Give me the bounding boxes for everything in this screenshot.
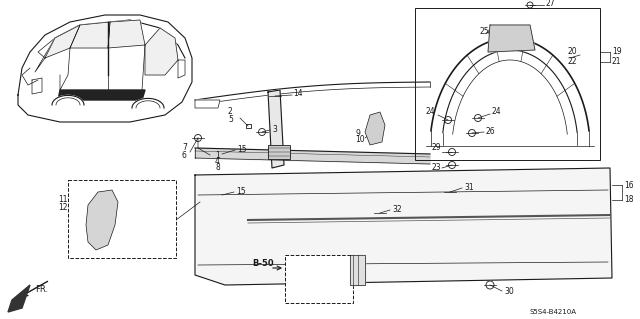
Polygon shape (132, 98, 164, 108)
Text: 8: 8 (215, 164, 220, 173)
Text: 14: 14 (293, 90, 303, 99)
Polygon shape (365, 112, 385, 145)
Text: 26: 26 (486, 127, 495, 136)
Polygon shape (195, 168, 612, 285)
Text: 30: 30 (504, 286, 514, 295)
Text: 2: 2 (228, 108, 233, 116)
Text: 7: 7 (182, 144, 187, 152)
Polygon shape (70, 22, 110, 48)
Polygon shape (45, 25, 80, 58)
Text: 21: 21 (612, 57, 621, 66)
Text: 23: 23 (432, 164, 442, 173)
Bar (218, 191, 226, 198)
Polygon shape (108, 20, 145, 48)
Text: FR.: FR. (35, 285, 48, 293)
Text: 10: 10 (355, 136, 365, 145)
Text: 11: 11 (58, 196, 67, 204)
Text: 27: 27 (546, 0, 556, 9)
Text: 32: 32 (392, 204, 402, 213)
Bar (218, 151, 226, 158)
Polygon shape (350, 255, 365, 285)
Polygon shape (18, 15, 192, 122)
Text: 12: 12 (58, 204, 67, 212)
Text: 13: 13 (83, 189, 93, 198)
Text: 18: 18 (624, 196, 634, 204)
Text: 24: 24 (426, 108, 436, 116)
Bar (246, 124, 250, 128)
Bar (415, 8, 600, 160)
Text: S5S4-B4210A: S5S4-B4210A (530, 309, 577, 315)
Text: 9: 9 (355, 129, 360, 137)
Polygon shape (58, 90, 145, 100)
Polygon shape (195, 100, 220, 108)
Bar (285, 255, 353, 303)
Text: 24: 24 (492, 108, 502, 116)
Text: 19: 19 (612, 48, 621, 56)
Text: 20: 20 (568, 48, 578, 56)
Polygon shape (488, 25, 535, 52)
Polygon shape (86, 190, 118, 250)
Polygon shape (52, 95, 84, 105)
Text: 15: 15 (237, 145, 246, 153)
Text: 6: 6 (182, 151, 187, 160)
Text: B-50: B-50 (252, 259, 274, 269)
Text: 3: 3 (272, 124, 277, 133)
Text: 22: 22 (568, 57, 577, 66)
Text: 25: 25 (480, 27, 490, 36)
Text: 4: 4 (215, 158, 220, 167)
Polygon shape (195, 148, 430, 164)
Polygon shape (268, 90, 284, 168)
Bar (268, 145, 290, 159)
Bar (68, 180, 176, 258)
Polygon shape (8, 285, 30, 312)
Text: 1: 1 (215, 151, 220, 160)
Polygon shape (145, 28, 178, 75)
Text: 5: 5 (228, 115, 233, 124)
Text: 29: 29 (432, 144, 442, 152)
Text: 31: 31 (464, 182, 474, 191)
Text: 16: 16 (624, 181, 634, 189)
Text: 15: 15 (236, 187, 246, 196)
